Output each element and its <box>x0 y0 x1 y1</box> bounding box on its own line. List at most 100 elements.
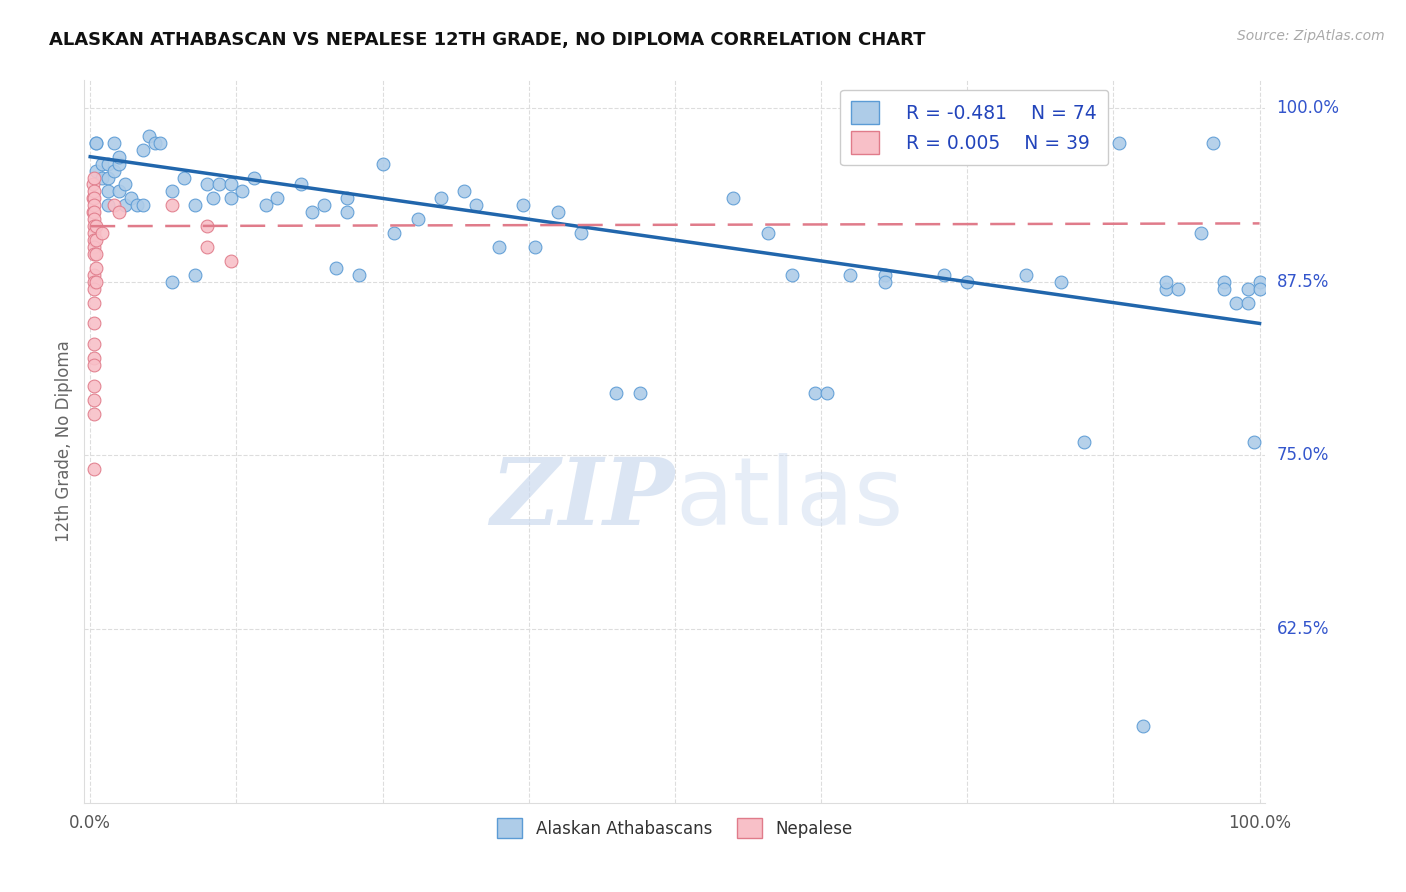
Point <box>83 191 105 205</box>
Point <box>82 205 104 219</box>
Point <box>84 247 107 261</box>
Point <box>103 163 125 178</box>
Point <box>84 260 107 275</box>
Point <box>569 226 592 240</box>
Text: 75.0%: 75.0% <box>1277 446 1329 465</box>
Point <box>84 136 107 150</box>
Point <box>160 185 183 199</box>
Point <box>1249 275 1271 289</box>
Point <box>83 317 105 331</box>
Point <box>1108 136 1130 150</box>
Legend: Alaskan Athabascans, Nepalese: Alaskan Athabascans, Nepalese <box>491 812 859 845</box>
Point <box>108 185 131 199</box>
Point <box>83 219 105 234</box>
Point <box>1225 295 1247 310</box>
Point <box>932 268 955 282</box>
Point <box>347 268 370 282</box>
Text: Source: ZipAtlas.com: Source: ZipAtlas.com <box>1237 29 1385 43</box>
Point <box>1213 282 1236 296</box>
Text: ALASKAN ATHABASCAN VS NEPALESE 12TH GRADE, NO DIPLOMA CORRELATION CHART: ALASKAN ATHABASCAN VS NEPALESE 12TH GRAD… <box>49 31 925 49</box>
Point <box>83 275 105 289</box>
Point <box>84 233 107 247</box>
Point <box>1073 434 1095 449</box>
Point <box>875 268 897 282</box>
Point <box>125 198 148 212</box>
Point <box>780 268 803 282</box>
Point <box>804 385 827 400</box>
Point <box>758 226 780 240</box>
Text: ZIP: ZIP <box>491 454 675 544</box>
Point <box>120 191 142 205</box>
Point <box>83 379 105 393</box>
Point <box>84 219 107 234</box>
Point <box>219 254 242 268</box>
Point <box>184 268 207 282</box>
Point <box>173 170 195 185</box>
Point <box>195 178 218 192</box>
Point <box>956 275 979 289</box>
Point <box>83 240 105 254</box>
Point <box>103 198 125 212</box>
Point <box>1132 719 1154 733</box>
Point <box>97 185 120 199</box>
Point <box>254 198 277 212</box>
Point <box>83 247 105 261</box>
Point <box>84 136 107 150</box>
Point <box>108 150 131 164</box>
Text: 87.5%: 87.5% <box>1277 273 1329 291</box>
Point <box>605 385 627 400</box>
Point <box>83 337 105 351</box>
Point <box>83 282 105 296</box>
Point <box>290 178 312 192</box>
Point <box>312 198 335 212</box>
Point <box>149 136 172 150</box>
Text: 100.0%: 100.0% <box>1277 99 1340 117</box>
Point <box>195 240 218 254</box>
Point <box>875 275 897 289</box>
Y-axis label: 12th Grade, No Diploma: 12th Grade, No Diploma <box>55 341 73 542</box>
Point <box>90 226 112 240</box>
Point <box>132 143 155 157</box>
Point <box>195 219 218 234</box>
Point <box>83 358 105 372</box>
Point <box>453 185 475 199</box>
Point <box>839 268 862 282</box>
Point <box>1015 268 1038 282</box>
Point <box>219 191 242 205</box>
Point <box>336 205 359 219</box>
Point <box>82 178 104 192</box>
Point <box>114 198 136 212</box>
Point <box>83 233 105 247</box>
Point <box>82 191 104 205</box>
Point <box>83 198 105 212</box>
Point <box>84 275 107 289</box>
Point <box>83 226 105 240</box>
Point <box>1189 226 1212 240</box>
Point <box>1213 275 1236 289</box>
Text: 62.5%: 62.5% <box>1277 620 1329 638</box>
Point <box>382 226 405 240</box>
Point <box>1237 282 1260 296</box>
Point <box>160 198 183 212</box>
Point <box>83 407 105 421</box>
Point <box>97 170 120 185</box>
Point <box>430 191 453 205</box>
Point <box>83 392 105 407</box>
Point <box>628 385 651 400</box>
Point <box>523 240 546 254</box>
Point <box>143 136 166 150</box>
Point <box>465 198 488 212</box>
Point <box>815 385 838 400</box>
Point <box>1167 282 1189 296</box>
Point <box>219 178 242 192</box>
Point <box>547 205 569 219</box>
Point <box>83 462 105 476</box>
Point <box>83 268 105 282</box>
Point <box>1243 434 1265 449</box>
Point <box>1237 295 1260 310</box>
Point <box>160 275 183 289</box>
Point <box>103 136 125 150</box>
Point <box>266 191 288 205</box>
Point <box>301 205 323 219</box>
Point <box>406 212 429 227</box>
